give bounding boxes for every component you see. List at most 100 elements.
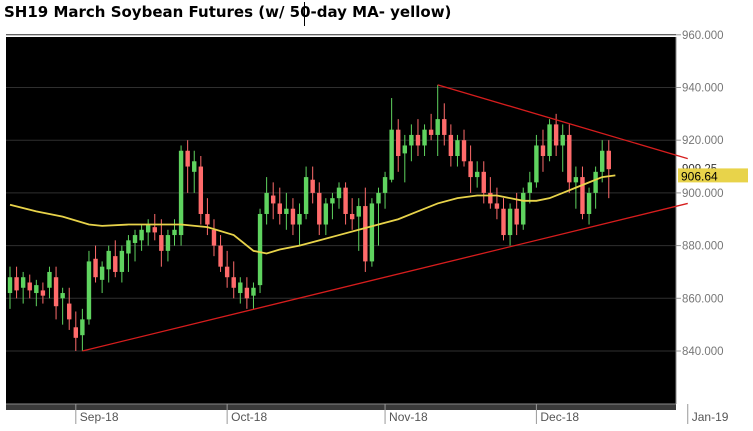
- candle-body: [593, 171, 598, 193]
- candle-body: [80, 319, 85, 336]
- candle-body: [152, 227, 157, 233]
- candle-body: [303, 177, 309, 214]
- y-tick-label: 860.000: [682, 293, 724, 305]
- candle-body: [402, 145, 407, 154]
- candle-body: [349, 213, 355, 220]
- y-tick-label: 940.000: [682, 83, 724, 95]
- candle-body: [442, 119, 447, 135]
- candle-body: [284, 208, 289, 214]
- candle-body: [310, 179, 315, 193]
- candle-body: [99, 266, 105, 280]
- candle-body: [534, 145, 539, 183]
- candle-body: [290, 208, 296, 225]
- candle-body: [376, 192, 381, 204]
- x-tick-label: Dec-18: [540, 410, 579, 424]
- candle-body: [488, 192, 493, 204]
- candle-body: [145, 224, 151, 233]
- candle-body: [27, 282, 32, 291]
- x-tick-label: Nov-18: [389, 410, 428, 424]
- candle-body: [139, 229, 144, 241]
- candle-body: [606, 150, 611, 170]
- candle-body: [521, 192, 526, 225]
- candle-body: [317, 192, 322, 225]
- candle-body: [580, 177, 585, 214]
- candle-body: [159, 235, 164, 251]
- candle-body: [363, 206, 368, 262]
- x-tick-label: Oct-18: [231, 410, 267, 424]
- candle-body: [73, 327, 78, 338]
- candle-body: [93, 258, 98, 278]
- candle-body: [435, 119, 440, 135]
- candle-body: [514, 208, 519, 225]
- candle-body: [20, 277, 26, 288]
- candle-body: [60, 293, 65, 299]
- y-tick-label: 900.000: [682, 188, 724, 200]
- candle-body: [409, 134, 414, 146]
- chart-title: SH19 March Soybean Futures (w/ 50-day MA…: [4, 3, 452, 21]
- candle-body: [553, 124, 559, 146]
- candle-body: [251, 287, 256, 296]
- candle-body: [494, 203, 500, 209]
- candle-body: [382, 177, 388, 193]
- x-tick-label: Jan-19: [692, 410, 729, 424]
- candle-body: [271, 195, 276, 204]
- candle-body: [507, 208, 513, 236]
- candle-body: [106, 250, 111, 270]
- candle-body: [53, 277, 59, 307]
- candle-body: [211, 229, 217, 246]
- x-axis-band: [6, 404, 676, 410]
- ma-value-box: [678, 168, 748, 183]
- text-cursor: [304, 2, 305, 26]
- candle-body: [501, 208, 506, 236]
- y-tick-label: 960.000: [682, 30, 724, 42]
- candle-body: [455, 140, 460, 157]
- candle-body: [600, 150, 605, 172]
- candle-body: [343, 187, 348, 214]
- candle-body: [573, 177, 579, 183]
- candle-body: [132, 235, 138, 243]
- candle-body: [185, 150, 190, 167]
- candle-body: [396, 129, 401, 157]
- candle-body: [330, 198, 335, 204]
- candle-body: [415, 134, 421, 146]
- candle-body: [47, 271, 52, 288]
- candle-body: [547, 124, 552, 157]
- ma-line: [9, 174, 616, 255]
- candle-body: [448, 134, 454, 157]
- candle-body: [192, 161, 197, 172]
- candle-body: [119, 250, 125, 272]
- candle-body: [238, 282, 243, 294]
- candle-body: [34, 285, 39, 294]
- candle-body: [257, 213, 263, 286]
- candle-body: [527, 182, 533, 193]
- candle-body: [461, 140, 467, 162]
- candle-body: [14, 277, 19, 291]
- candle-body: [481, 171, 486, 193]
- candle-body: [165, 235, 171, 251]
- y-tick-label: 880.000: [682, 241, 724, 253]
- y-tick-label: 920.000: [682, 135, 724, 147]
- candle-body: [264, 192, 269, 214]
- trendline: [437, 84, 688, 160]
- candle-body: [277, 203, 282, 214]
- candle-body: [323, 203, 329, 225]
- candle-body: [422, 129, 427, 146]
- candle-body: [67, 303, 72, 320]
- candle-body: [231, 277, 236, 288]
- candle-body: [356, 206, 361, 217]
- candle-body: [336, 187, 342, 199]
- candle-body: [86, 261, 92, 320]
- candle-body: [126, 240, 131, 254]
- plot-background: [6, 37, 676, 404]
- candle-body: [40, 290, 46, 296]
- candle-body: [205, 213, 210, 225]
- candle-body: [560, 134, 565, 146]
- candle-body: [586, 192, 592, 214]
- candle-body: [198, 166, 204, 214]
- x-tick-label: Sep-18: [80, 410, 119, 424]
- candle-body: [7, 277, 13, 294]
- candle-body: [468, 161, 473, 178]
- candle-body: [474, 171, 480, 178]
- candle-body: [113, 256, 118, 272]
